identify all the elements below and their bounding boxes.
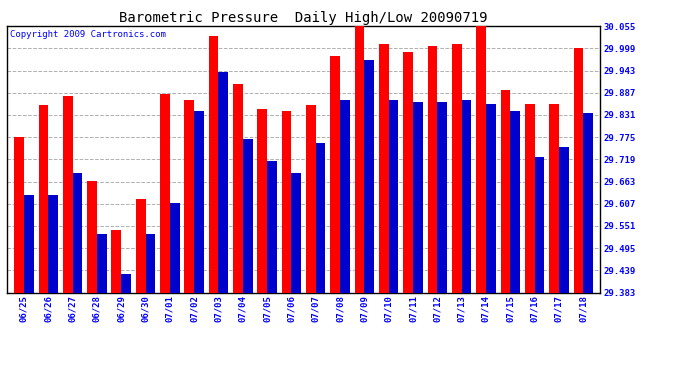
Bar	[452, 44, 462, 292]
Bar	[476, 22, 486, 293]
Bar	[209, 36, 219, 292]
Bar	[404, 52, 413, 292]
Bar	[160, 94, 170, 292]
Bar	[511, 111, 520, 292]
Bar	[573, 48, 583, 292]
Bar	[535, 157, 544, 292]
Bar	[500, 90, 511, 292]
Bar	[257, 110, 267, 292]
Bar	[364, 60, 374, 292]
Bar	[583, 113, 593, 292]
Bar	[291, 173, 301, 292]
Bar	[462, 99, 471, 292]
Bar	[388, 99, 398, 292]
Bar	[486, 104, 495, 292]
Bar	[282, 111, 291, 292]
Text: Copyright 2009 Cartronics.com: Copyright 2009 Cartronics.com	[10, 30, 166, 39]
Bar	[379, 44, 388, 292]
Bar	[267, 161, 277, 292]
Bar	[549, 104, 559, 292]
Bar	[306, 105, 316, 292]
Bar	[184, 99, 194, 292]
Bar	[14, 137, 24, 292]
Bar	[146, 234, 155, 292]
Bar	[121, 274, 131, 292]
Bar	[219, 72, 228, 292]
Bar	[136, 199, 146, 292]
Title: Barometric Pressure  Daily High/Low 20090719: Barometric Pressure Daily High/Low 20090…	[119, 11, 488, 25]
Bar	[559, 147, 569, 292]
Bar	[355, 24, 364, 293]
Bar	[233, 84, 243, 292]
Bar	[48, 195, 58, 292]
Bar	[243, 139, 253, 292]
Bar	[340, 99, 350, 292]
Bar	[39, 105, 48, 292]
Bar	[170, 202, 179, 292]
Bar	[112, 230, 121, 292]
Bar	[87, 181, 97, 292]
Bar	[97, 234, 107, 292]
Bar	[331, 56, 340, 292]
Bar	[194, 111, 204, 292]
Bar	[63, 96, 72, 292]
Bar	[72, 173, 82, 292]
Bar	[525, 104, 535, 292]
Bar	[437, 102, 447, 292]
Bar	[413, 102, 423, 292]
Bar	[428, 46, 437, 292]
Bar	[316, 143, 326, 292]
Bar	[24, 195, 34, 292]
